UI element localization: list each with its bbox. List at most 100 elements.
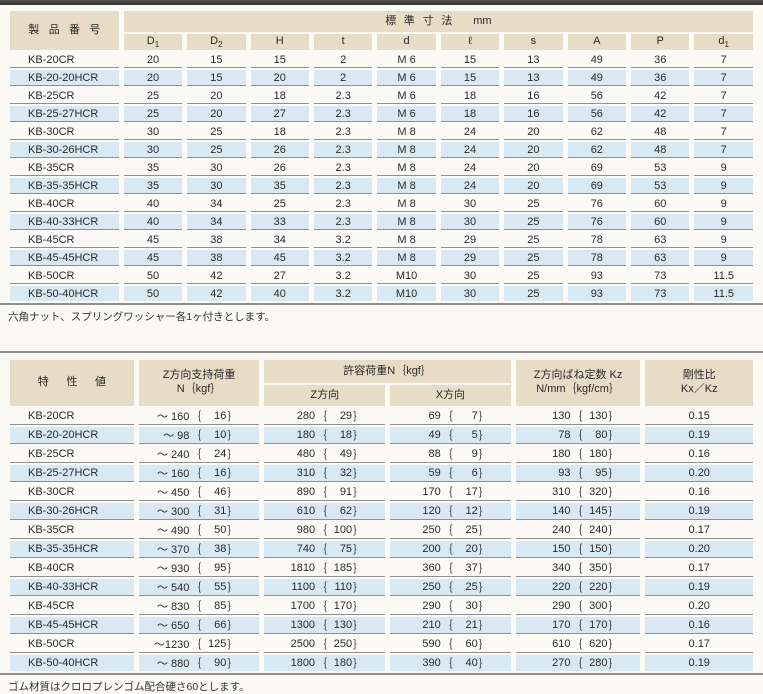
product-number-cell: KB-20CR [10, 52, 119, 68]
product-number-cell: KB-20CR [10, 408, 134, 425]
allowable-load-z-cell: 280 ｛ 29 ｝ [264, 408, 386, 425]
allowable-load-z-cell: 980 ｛ 100 ｝ [264, 522, 386, 539]
product-number-header: 製品番号 [10, 11, 119, 50]
product-number-cell: KB-45-45HCR [10, 617, 134, 634]
dimension-value-cell: M 8 [377, 178, 436, 194]
z-support-load-cell: ～ 540 ｛ 55 ｝ [138, 579, 260, 596]
dimension-value-cell: 69 [567, 160, 627, 176]
dimension-value-cell: M 6 [377, 106, 436, 122]
dimension-value-cell: 45 [123, 232, 183, 248]
dimension-value-cell: 30 [440, 286, 500, 301]
table-row: KB-25-27HCR ～ 160 ｛ 16 ｝ 310 ｛ 32 ｝ 59 ｛ 6 ｝ 93 ｛ 95 ｝ 0.… [10, 465, 753, 482]
dimension-value-cell: 13 [504, 52, 563, 68]
dimension-value-cell: 20 [504, 160, 563, 176]
product-number-cell: KB-40-33HCR [10, 214, 119, 230]
dimension-column-header: s [504, 34, 563, 50]
dimension-value-cell: 25 [504, 286, 563, 301]
allowable-load-z-cell: 1800 ｛ 180 ｝ [264, 655, 386, 671]
allowable-load-x-cell: 170 ｛ 17 ｝ [390, 484, 511, 501]
dimension-value-cell: 20 [187, 106, 246, 122]
dimension-column-header: D1 [123, 34, 183, 50]
allowable-load-z-cell: 610 ｛ 62 ｝ [264, 503, 386, 520]
allowable-load-z-cell: 180 ｛ 18 ｝ [264, 427, 386, 444]
x-direction-subheader: X方向 [390, 385, 511, 406]
product-number-cell: KB-50-40HCR [10, 655, 134, 671]
allowable-load-z-cell: 1300 ｛ 130 ｝ [264, 617, 386, 634]
dimension-value-cell: 34 [187, 196, 246, 212]
dimension-value-cell: 20 [187, 88, 246, 104]
dimension-value-cell: 15 [440, 70, 500, 86]
product-number-cell: KB-45CR [10, 598, 134, 615]
table-row: KB-45-45HCR ～ 650 ｛ 66 ｝ 1300 ｛ 130 ｝ 210 ｛ 21 ｝ 170 ｛… [10, 617, 753, 634]
z-support-load-cell: ～ 160 ｛ 16 ｝ [138, 408, 260, 425]
dimension-value-cell: 63 [631, 232, 690, 248]
top-divider-bar [0, 0, 763, 5]
dimension-value-cell: 9 [694, 196, 753, 212]
dimension-value-cell: 25 [250, 196, 309, 212]
dimension-value-cell: 40 [250, 286, 309, 301]
dimension-value-cell: M 8 [377, 232, 436, 248]
dimension-value-cell: 7 [694, 70, 753, 86]
dimension-value-cell: 18 [440, 106, 500, 122]
dimension-value-cell: 3.2 [313, 250, 373, 266]
table-row: KB-45CR ～ 830 ｛ 85 ｝ 1700 ｛ 170 ｝ 290 ｛ 30 ｝ 290 ｛ 300 ｝… [10, 598, 753, 615]
z-support-load-unit: N｛kgf｝ [176, 383, 222, 395]
product-number-cell: KB-30CR [10, 124, 119, 140]
dimension-value-cell: 2.3 [313, 124, 373, 140]
z-support-load-cell: ～ 450 ｛ 46 ｝ [138, 484, 260, 501]
dimension-value-cell: 2.3 [313, 142, 373, 158]
rigidity-ratio-header: 剛性比 Kx／Kz [645, 360, 753, 406]
rigidity-ratio-formula: Kx／Kz [680, 383, 718, 395]
dimension-value-cell: 27 [250, 268, 309, 284]
dimension-value-cell: 9 [694, 178, 753, 194]
dimension-value-cell: 13 [504, 70, 563, 86]
dimension-value-cell: 3.2 [313, 232, 373, 248]
z-spring-constant-unit: N/mm｛kgf/cm｝ [536, 383, 620, 395]
z-support-load-header: Z方向支持荷重 N｛kgf｝ [138, 360, 260, 406]
dimension-value-cell: 15 [440, 52, 500, 68]
dimension-value-cell: 15 [187, 70, 246, 86]
dimension-value-cell: 7 [694, 88, 753, 104]
dimension-value-cell: 73 [631, 268, 690, 284]
dimension-value-cell: M 8 [377, 160, 436, 176]
dimension-value-cell: 30 [123, 142, 183, 158]
dimension-value-cell: 73 [631, 286, 690, 301]
dimension-value-cell: 56 [567, 106, 627, 122]
dimension-value-cell: 15 [250, 52, 309, 68]
table-row: KB-50CR ～1230 ｛ 125 ｝ 2500 ｛ 250 ｝ 590 ｛ 60 ｝ 610 ｛ 620… [10, 636, 753, 653]
table-row: KB-35CR 35 30 26 2.3 M 8 24 20 69 53 9 [10, 160, 753, 176]
dimension-value-cell: 25 [504, 196, 563, 212]
table-row: KB-35CR ～ 490 ｛ 50 ｝ 980 ｛ 100 ｝ 250 ｛ 25 ｝ 240 ｛ 240 ｝ 0… [10, 522, 753, 539]
dimension-value-cell: 42 [631, 88, 690, 104]
z-spring-constant-cell: 310 ｛ 320 ｝ [515, 484, 641, 501]
dimensions-footnote: 六角ナット、スプリングワッシャー各1ヶ付きとします。 [8, 311, 276, 323]
dimension-value-cell: 60 [631, 214, 690, 230]
dimension-value-cell: 35 [123, 178, 183, 194]
dimension-value-cell: 40 [123, 196, 183, 212]
dimension-value-cell: 20 [123, 70, 183, 86]
table-row: KB-50-40HCR 50 42 40 3.2 M10 30 25 93 73 11.5 [10, 286, 753, 301]
dimension-value-cell: 20 [250, 70, 309, 86]
rigidity-ratio-cell: 0.16 [645, 617, 753, 634]
table-row: KB-20CR ～ 160 ｛ 16 ｝ 280 ｛ 29 ｝ 69 ｛ 7 ｝ 130 ｛ 130 ｝ 0.15 [10, 408, 753, 425]
characteristics-table-header: 特性値 Z方向支持荷重 N｛kgf｝ 許容荷重N｛kgf｝ Z方向ばね定数 Kz… [10, 360, 753, 406]
z-support-load-cell: ～1230 ｛ 125 ｝ [138, 636, 260, 653]
table-row: KB-40CR 40 34 25 2.3 M 8 30 25 76 60 9 [10, 196, 753, 212]
allowable-load-x-cell: 200 ｛ 20 ｝ [390, 541, 511, 558]
dimension-value-cell: 33 [250, 214, 309, 230]
z-spring-constant-cell: 78 ｛ 80 ｝ [515, 427, 641, 444]
dimension-value-cell: 25 [504, 214, 563, 230]
allowable-load-x-cell: 250 ｛ 25 ｝ [390, 579, 511, 596]
table-row: KB-45CR 45 38 34 3.2 M 8 29 25 78 63 9 [10, 232, 753, 248]
dimension-value-cell: 62 [567, 124, 627, 140]
dimension-value-cell: M 6 [377, 70, 436, 86]
z-direction-subheader: Z方向 [264, 385, 386, 406]
z-spring-constant-cell: 290 ｛ 300 ｝ [515, 598, 641, 615]
allowable-load-z-cell: 1100 ｛ 110 ｝ [264, 579, 386, 596]
dimension-value-cell: 38 [187, 232, 246, 248]
dimension-value-cell: 34 [250, 232, 309, 248]
z-spring-constant-cell: 140 ｛ 145 ｝ [515, 503, 641, 520]
z-spring-constant-cell: 270 ｛ 280 ｝ [515, 655, 641, 671]
dimension-value-cell: 3.2 [313, 286, 373, 301]
product-number-cell: KB-40CR [10, 196, 119, 212]
